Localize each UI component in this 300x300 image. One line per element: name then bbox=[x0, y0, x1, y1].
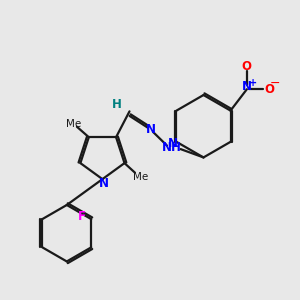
Text: +: + bbox=[249, 78, 257, 88]
Text: N: N bbox=[242, 80, 252, 93]
Text: N: N bbox=[146, 123, 156, 136]
Text: O: O bbox=[242, 60, 252, 74]
Text: H: H bbox=[112, 98, 122, 111]
Text: O: O bbox=[264, 83, 274, 96]
Text: Me: Me bbox=[66, 119, 81, 129]
Text: NH: NH bbox=[162, 141, 182, 154]
Text: N: N bbox=[99, 177, 109, 190]
Text: F: F bbox=[78, 210, 86, 223]
Text: −: − bbox=[270, 77, 280, 90]
Text: Me: Me bbox=[133, 172, 148, 182]
Text: N: N bbox=[168, 137, 178, 150]
